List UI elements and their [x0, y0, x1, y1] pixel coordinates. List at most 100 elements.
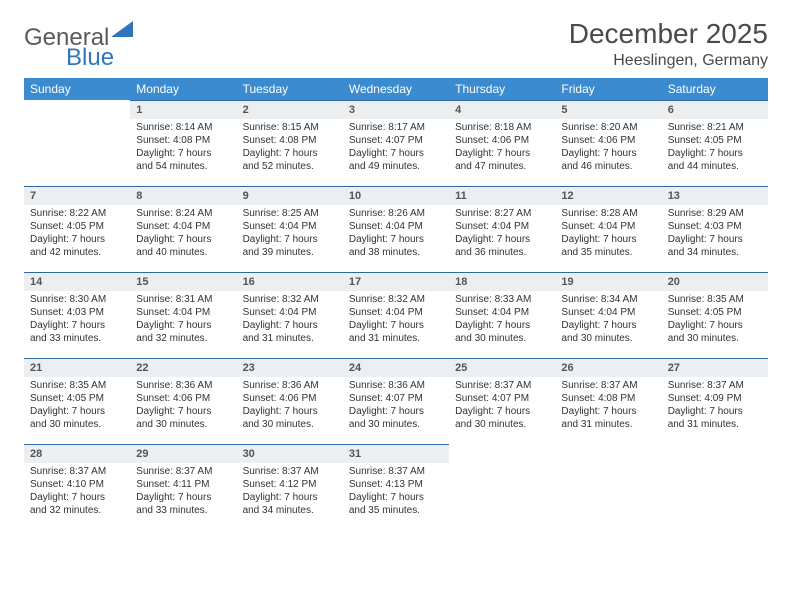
day-body: Sunrise: 8:20 AMSunset: 4:06 PMDaylight:… [555, 119, 661, 177]
logo-text-blue: Blue [66, 44, 114, 71]
calendar-cell [449, 444, 555, 530]
day-body: Sunrise: 8:37 AMSunset: 4:11 PMDaylight:… [130, 463, 236, 521]
sunrise-text: Sunrise: 8:26 AM [349, 207, 443, 220]
daylight-text: Daylight: 7 hours and 31 minutes. [668, 405, 762, 431]
daylight-text: Daylight: 7 hours and 47 minutes. [455, 147, 549, 173]
calendar-table: Sunday Monday Tuesday Wednesday Thursday… [24, 78, 768, 530]
sunset-text: Sunset: 4:06 PM [561, 134, 655, 147]
day-body: Sunrise: 8:37 AMSunset: 4:09 PMDaylight:… [662, 377, 768, 435]
day-body: Sunrise: 8:26 AMSunset: 4:04 PMDaylight:… [343, 205, 449, 263]
calendar-cell: 26Sunrise: 8:37 AMSunset: 4:08 PMDayligh… [555, 358, 661, 444]
day-number: 30 [237, 444, 343, 463]
calendar-cell: 30Sunrise: 8:37 AMSunset: 4:12 PMDayligh… [237, 444, 343, 530]
day-body: Sunrise: 8:17 AMSunset: 4:07 PMDaylight:… [343, 119, 449, 177]
sunset-text: Sunset: 4:07 PM [349, 134, 443, 147]
sunrise-text: Sunrise: 8:20 AM [561, 121, 655, 134]
calendar-cell: 21Sunrise: 8:35 AMSunset: 4:05 PMDayligh… [24, 358, 130, 444]
sunrise-text: Sunrise: 8:17 AM [349, 121, 443, 134]
day-number: 27 [662, 358, 768, 377]
day-number: 2 [237, 100, 343, 119]
sunrise-text: Sunrise: 8:22 AM [30, 207, 124, 220]
sunrise-text: Sunrise: 8:27 AM [455, 207, 549, 220]
daylight-text: Daylight: 7 hours and 30 minutes. [455, 319, 549, 345]
weekday-header: Friday [555, 78, 661, 100]
calendar-cell: 1Sunrise: 8:14 AMSunset: 4:08 PMDaylight… [130, 100, 236, 186]
day-number: 25 [449, 358, 555, 377]
daylight-text: Daylight: 7 hours and 32 minutes. [136, 319, 230, 345]
sunset-text: Sunset: 4:08 PM [136, 134, 230, 147]
sunrise-text: Sunrise: 8:34 AM [561, 293, 655, 306]
sunset-text: Sunset: 4:04 PM [455, 220, 549, 233]
sunset-text: Sunset: 4:03 PM [30, 306, 124, 319]
day-number: 9 [237, 186, 343, 205]
sunset-text: Sunset: 4:04 PM [561, 220, 655, 233]
calendar-cell: 17Sunrise: 8:32 AMSunset: 4:04 PMDayligh… [343, 272, 449, 358]
day-body: Sunrise: 8:29 AMSunset: 4:03 PMDaylight:… [662, 205, 768, 263]
day-number: 22 [130, 358, 236, 377]
day-number: 1 [130, 100, 236, 119]
calendar-cell: 31Sunrise: 8:37 AMSunset: 4:13 PMDayligh… [343, 444, 449, 530]
day-body: Sunrise: 8:31 AMSunset: 4:04 PMDaylight:… [130, 291, 236, 349]
day-body: Sunrise: 8:36 AMSunset: 4:07 PMDaylight:… [343, 377, 449, 435]
daylight-text: Daylight: 7 hours and 33 minutes. [136, 491, 230, 517]
sunrise-text: Sunrise: 8:35 AM [668, 293, 762, 306]
day-number: 5 [555, 100, 661, 119]
sunset-text: Sunset: 4:07 PM [455, 392, 549, 405]
weekday-header: Saturday [662, 78, 768, 100]
calendar-cell: 9Sunrise: 8:25 AMSunset: 4:04 PMDaylight… [237, 186, 343, 272]
daylight-text: Daylight: 7 hours and 49 minutes. [349, 147, 443, 173]
calendar-cell: 27Sunrise: 8:37 AMSunset: 4:09 PMDayligh… [662, 358, 768, 444]
daylight-text: Daylight: 7 hours and 44 minutes. [668, 147, 762, 173]
sunrise-text: Sunrise: 8:37 AM [243, 465, 337, 478]
day-body: Sunrise: 8:33 AMSunset: 4:04 PMDaylight:… [449, 291, 555, 349]
daylight-text: Daylight: 7 hours and 34 minutes. [243, 491, 337, 517]
sunrise-text: Sunrise: 8:31 AM [136, 293, 230, 306]
sunrise-text: Sunrise: 8:24 AM [136, 207, 230, 220]
sunrise-text: Sunrise: 8:14 AM [136, 121, 230, 134]
calendar-cell: 5Sunrise: 8:20 AMSunset: 4:06 PMDaylight… [555, 100, 661, 186]
calendar-cell: 15Sunrise: 8:31 AMSunset: 4:04 PMDayligh… [130, 272, 236, 358]
day-body: Sunrise: 8:24 AMSunset: 4:04 PMDaylight:… [130, 205, 236, 263]
calendar-cell [555, 444, 661, 530]
day-body: Sunrise: 8:36 AMSunset: 4:06 PMDaylight:… [237, 377, 343, 435]
sunrise-text: Sunrise: 8:28 AM [561, 207, 655, 220]
day-number: 17 [343, 272, 449, 291]
day-number: 13 [662, 186, 768, 205]
day-number: 6 [662, 100, 768, 119]
calendar-row: 28Sunrise: 8:37 AMSunset: 4:10 PMDayligh… [24, 444, 768, 530]
day-number: 10 [343, 186, 449, 205]
daylight-text: Daylight: 7 hours and 39 minutes. [243, 233, 337, 259]
calendar-row: 14Sunrise: 8:30 AMSunset: 4:03 PMDayligh… [24, 272, 768, 358]
sunset-text: Sunset: 4:09 PM [668, 392, 762, 405]
daylight-text: Daylight: 7 hours and 46 minutes. [561, 147, 655, 173]
calendar-cell: 6Sunrise: 8:21 AMSunset: 4:05 PMDaylight… [662, 100, 768, 186]
day-body: Sunrise: 8:21 AMSunset: 4:05 PMDaylight:… [662, 119, 768, 177]
day-body: Sunrise: 8:30 AMSunset: 4:03 PMDaylight:… [24, 291, 130, 349]
day-body: Sunrise: 8:35 AMSunset: 4:05 PMDaylight:… [24, 377, 130, 435]
daylight-text: Daylight: 7 hours and 30 minutes. [349, 405, 443, 431]
daylight-text: Daylight: 7 hours and 35 minutes. [349, 491, 443, 517]
sunrise-text: Sunrise: 8:25 AM [243, 207, 337, 220]
sunrise-text: Sunrise: 8:35 AM [30, 379, 124, 392]
day-body: Sunrise: 8:36 AMSunset: 4:06 PMDaylight:… [130, 377, 236, 435]
daylight-text: Daylight: 7 hours and 34 minutes. [668, 233, 762, 259]
calendar-cell: 20Sunrise: 8:35 AMSunset: 4:05 PMDayligh… [662, 272, 768, 358]
sunrise-text: Sunrise: 8:36 AM [243, 379, 337, 392]
day-body: Sunrise: 8:25 AMSunset: 4:04 PMDaylight:… [237, 205, 343, 263]
day-number: 31 [343, 444, 449, 463]
calendar-cell: 13Sunrise: 8:29 AMSunset: 4:03 PMDayligh… [662, 186, 768, 272]
calendar-cell: 14Sunrise: 8:30 AMSunset: 4:03 PMDayligh… [24, 272, 130, 358]
daylight-text: Daylight: 7 hours and 32 minutes. [30, 491, 124, 517]
day-number: 23 [237, 358, 343, 377]
sunrise-text: Sunrise: 8:37 AM [561, 379, 655, 392]
day-number: 24 [343, 358, 449, 377]
day-number: 12 [555, 186, 661, 205]
calendar-cell: 29Sunrise: 8:37 AMSunset: 4:11 PMDayligh… [130, 444, 236, 530]
daylight-text: Daylight: 7 hours and 31 minutes. [349, 319, 443, 345]
sunrise-text: Sunrise: 8:32 AM [349, 293, 443, 306]
day-number: 11 [449, 186, 555, 205]
calendar-cell: 2Sunrise: 8:15 AMSunset: 4:08 PMDaylight… [237, 100, 343, 186]
sunset-text: Sunset: 4:04 PM [561, 306, 655, 319]
sunset-text: Sunset: 4:08 PM [243, 134, 337, 147]
daylight-text: Daylight: 7 hours and 30 minutes. [30, 405, 124, 431]
